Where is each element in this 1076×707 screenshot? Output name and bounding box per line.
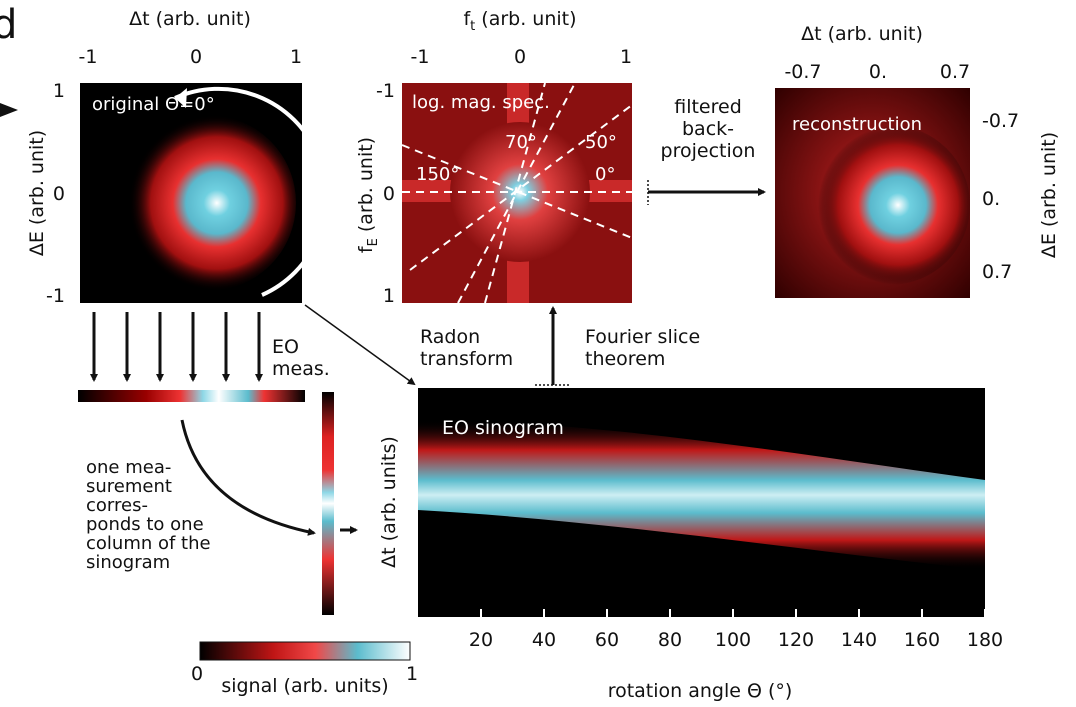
x-label: Δt (arb. unit): [129, 8, 251, 30]
note-line: ponds to one: [86, 514, 204, 535]
pointer: [0, 103, 18, 117]
tick: 0: [191, 663, 203, 685]
x-tick-label: 140: [841, 629, 877, 651]
angle: 0°: [595, 164, 615, 185]
tick: 1: [383, 285, 395, 307]
label: back-: [682, 118, 734, 140]
reconstruction-blob: [810, 125, 970, 285]
x-tick-label: 180: [967, 629, 1003, 651]
tick: 0: [53, 183, 65, 205]
x-tick-label: 160: [904, 629, 940, 651]
tick: 1: [620, 46, 632, 68]
tick: 0: [190, 46, 202, 68]
angle: 150°: [416, 164, 459, 185]
tick: 0.: [869, 61, 887, 83]
tick: 0.7: [940, 61, 970, 83]
column-strip: [322, 392, 334, 615]
measure-arrows: [94, 312, 259, 380]
label: filtered: [674, 96, 742, 118]
tick: -1: [376, 80, 395, 102]
x-tick-label: 60: [595, 629, 619, 651]
tick: -0.7: [784, 61, 821, 83]
tick: -1: [46, 285, 65, 307]
y-label: fE (arb. unit): [355, 137, 381, 253]
x-tick-label: 80: [658, 629, 682, 651]
tick: -1: [79, 46, 98, 68]
note-line: corres-: [86, 495, 148, 516]
caption: reconstruction: [792, 114, 922, 135]
figure: d original Θ=0° Δt (arb. unit) -1 0 1 1 …: [0, 0, 1076, 707]
tick: 0: [514, 46, 526, 68]
note-line: column of the: [86, 533, 211, 554]
x-label: ft (arb. unit): [463, 8, 576, 34]
note-line: surement: [86, 476, 172, 497]
label: theorem: [585, 348, 665, 370]
panel-label: d: [0, 2, 17, 48]
tick: 0: [383, 183, 395, 205]
original-blob: [120, 115, 296, 291]
label: Radon: [420, 326, 480, 348]
label: projection: [661, 140, 756, 162]
y-label: Δt (arb. units): [378, 436, 400, 568]
note-line: one mea-: [86, 457, 171, 478]
angle: 70°: [505, 132, 537, 153]
note-line: sinogram: [86, 552, 170, 573]
caption: original Θ=0°: [92, 94, 215, 115]
caption: log. mag. spec.: [412, 92, 550, 113]
label: Fourier slice: [585, 326, 700, 348]
tick: -0.7: [982, 110, 1019, 132]
x-tick-label: 40: [532, 629, 556, 651]
tick: 1: [53, 80, 65, 102]
measurement-strip: [78, 390, 305, 402]
label: transform: [420, 348, 513, 370]
tick: 1: [406, 663, 418, 685]
label: EO: [272, 336, 299, 358]
x-tick-label: 20: [469, 629, 493, 651]
caption: EO sinogram: [442, 417, 564, 439]
x-label: Δt (arb. unit): [801, 23, 923, 45]
label: meas.: [272, 358, 330, 380]
colorbar-label: signal (arb. units): [221, 675, 388, 697]
angle: 50°: [585, 132, 617, 153]
x-tick-label: 120: [778, 629, 814, 651]
tick: 1: [290, 46, 302, 68]
x-label: rotation angle Θ (°): [608, 680, 793, 702]
y-label: ΔE (arb. unit): [1038, 132, 1060, 258]
tick: 0.: [982, 188, 1000, 210]
y-label: ΔE (arb. unit): [26, 130, 48, 256]
tick: -1: [411, 46, 430, 68]
colorbar: [200, 642, 410, 660]
x-tick-label: 100: [715, 629, 751, 651]
tick: 0.7: [982, 261, 1012, 283]
